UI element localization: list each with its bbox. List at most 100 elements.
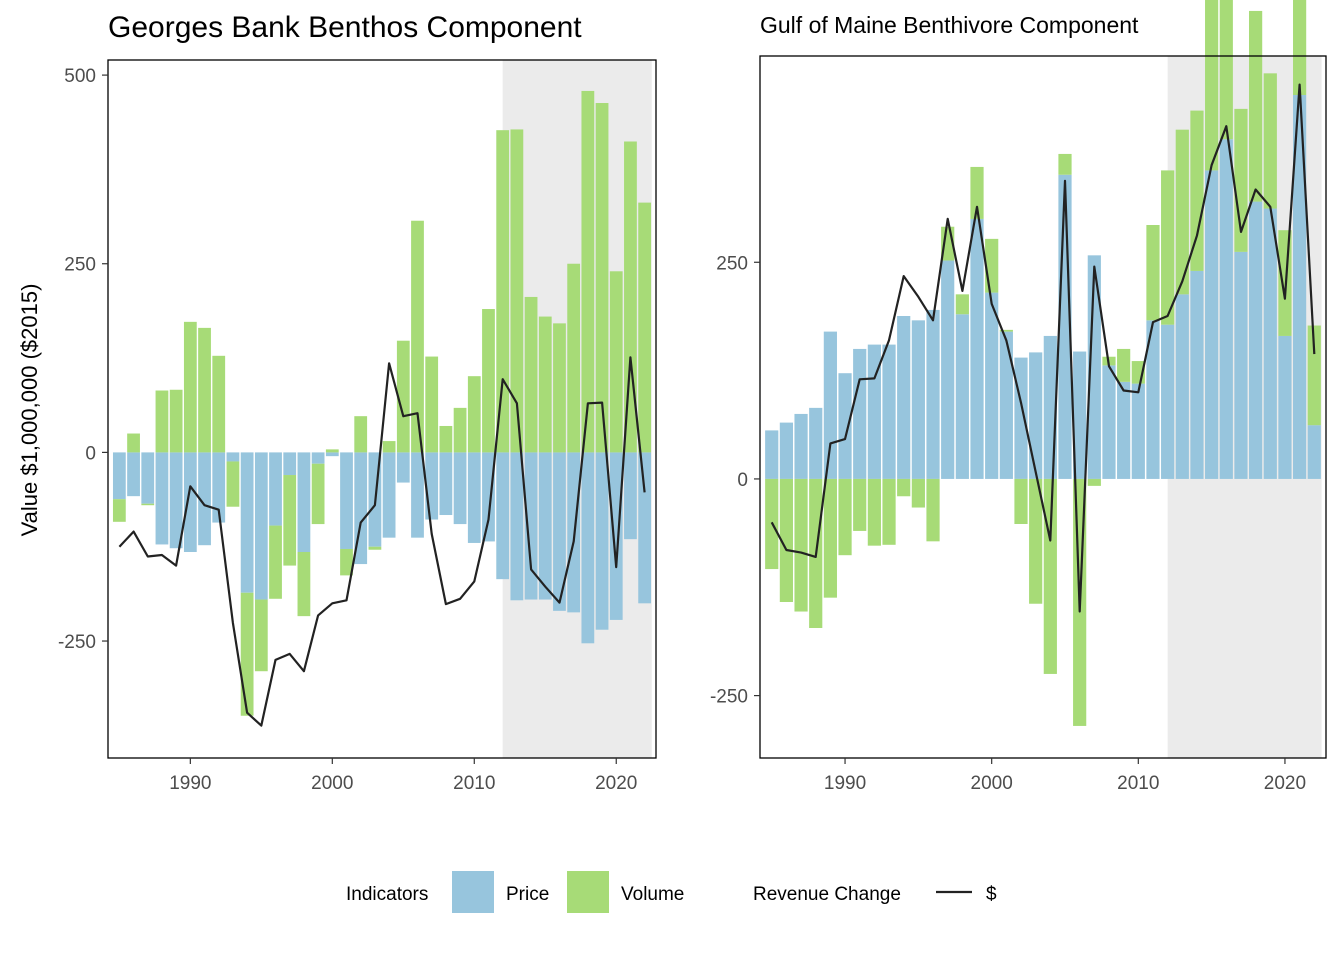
volume-bar <box>1043 478 1057 674</box>
legend: Indicators Price Volume Revenue Change $ <box>346 871 997 913</box>
y-tick-label: -250 <box>710 687 748 708</box>
volume-bar <box>354 416 368 453</box>
price-bar <box>624 452 637 540</box>
price-bar <box>155 452 169 545</box>
volume-bar <box>926 478 940 542</box>
x-tick-label: 2020 <box>595 773 637 794</box>
volume-bar <box>1161 170 1175 325</box>
price-bar <box>1087 255 1101 479</box>
volume-bar <box>482 309 495 453</box>
volume-bar <box>624 141 637 453</box>
price-bar <box>127 452 140 497</box>
price-bar <box>779 422 793 479</box>
price-bar <box>1161 324 1175 479</box>
volume-bar <box>882 478 896 545</box>
volume-bar <box>999 329 1013 332</box>
volume-bar <box>1029 478 1043 604</box>
price-bar <box>1249 201 1263 479</box>
volume-bar <box>595 103 609 453</box>
price-bar <box>553 452 566 611</box>
price-bar <box>985 292 999 479</box>
volume-bar <box>853 478 867 531</box>
price-bar <box>467 452 481 543</box>
volume-bar <box>538 316 552 453</box>
volume-bar <box>183 321 197 453</box>
volume-bar <box>226 461 240 507</box>
x-tick-label: 2020 <box>1264 773 1306 794</box>
price-bar <box>141 452 155 504</box>
volume-bar <box>325 449 339 453</box>
y-tick-label: 0 <box>85 443 96 464</box>
volume-bar <box>169 389 183 453</box>
price-bar <box>254 452 268 600</box>
price-bar <box>1146 320 1160 479</box>
price-bar <box>838 373 852 479</box>
y-tick-label: 0 <box>737 470 748 491</box>
volume-bar <box>382 441 396 453</box>
price-bar <box>496 452 510 580</box>
price-bar <box>595 452 609 630</box>
price-bar <box>283 452 297 476</box>
price-bar <box>970 218 984 479</box>
volume-bar <box>453 407 467 453</box>
price-bar <box>439 452 453 516</box>
x-tick-label: 2000 <box>971 773 1013 794</box>
price-bar <box>1293 95 1307 479</box>
volume-bar <box>1307 325 1321 426</box>
price-bar <box>1278 335 1292 479</box>
price-bar <box>183 452 197 552</box>
volume-bar <box>1219 0 1233 140</box>
volume-bar <box>897 478 911 497</box>
volume-bar <box>1014 478 1028 524</box>
price-bar <box>198 452 211 546</box>
price-bar <box>1102 365 1116 479</box>
price-bar <box>482 452 495 542</box>
x-tick-label: 2010 <box>1117 773 1159 794</box>
volume-bar <box>340 548 353 576</box>
volume-bar <box>985 238 999 293</box>
legend-volume-swatch <box>567 871 609 913</box>
volume-bar <box>1249 10 1263 202</box>
volume-bar <box>311 463 325 525</box>
volume-bar <box>794 478 808 612</box>
price-bar <box>1307 425 1321 479</box>
chart-title-georges-bank: Georges Bank Benthos Component <box>108 11 582 44</box>
x-tick-label: 1990 <box>824 773 866 794</box>
price-bar <box>311 452 325 464</box>
volume-bar <box>867 478 881 546</box>
volume-bar <box>240 592 254 716</box>
volume-bar <box>439 425 453 453</box>
price-bar <box>581 452 595 644</box>
price-bar <box>453 452 467 525</box>
price-bar <box>325 452 339 457</box>
volume-bar <box>838 478 852 556</box>
legend-price-label: Price <box>506 884 549 905</box>
volume-bar <box>510 129 524 453</box>
volume-bar <box>581 90 595 453</box>
price-bar <box>538 452 552 600</box>
volume-bar <box>283 475 297 566</box>
y-tick-label: 500 <box>64 66 96 87</box>
price-bar <box>269 452 282 526</box>
volume-bar <box>141 503 155 506</box>
price-bar <box>524 452 538 600</box>
volume-bar <box>1190 110 1204 271</box>
revenue-change-line <box>118 356 646 727</box>
volume-bar <box>425 356 439 453</box>
price-bar <box>638 452 652 604</box>
price-bar <box>411 452 424 538</box>
volume-bar <box>496 130 510 453</box>
price-bar <box>240 452 254 593</box>
volume-bar <box>1263 73 1277 209</box>
x-tick-label: 2000 <box>311 773 353 794</box>
chart-title-gulf-of-maine: Gulf of Maine Benthivore Component <box>760 12 1139 38</box>
revenue-change-line <box>770 83 1316 613</box>
price-bar <box>1117 381 1131 479</box>
panel-border <box>759 55 1327 759</box>
volume-bar <box>1146 225 1160 321</box>
price-bar <box>999 331 1013 479</box>
price-bar <box>1219 139 1233 479</box>
price-bar <box>169 452 183 549</box>
price-bar <box>1234 251 1248 479</box>
